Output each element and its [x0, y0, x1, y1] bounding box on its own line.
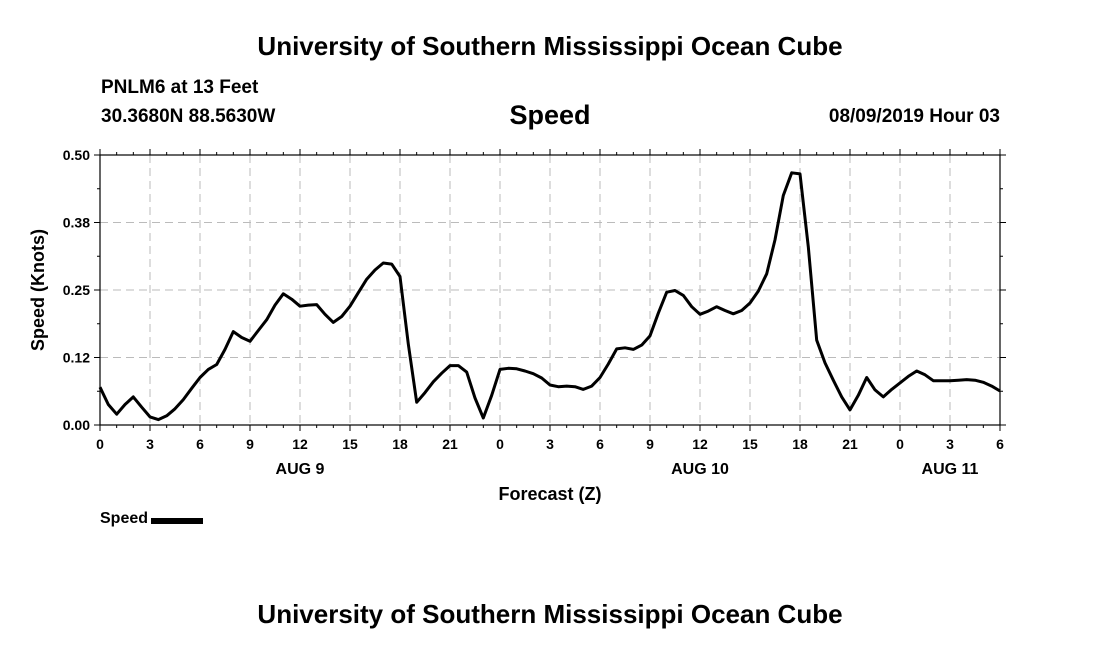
x-tick-label: 6: [596, 436, 604, 452]
x-tick-label: 0: [96, 436, 104, 452]
y-axis-title: Speed (Knots): [28, 229, 48, 351]
legend-swatch: [151, 518, 204, 524]
legend: Speed: [100, 510, 204, 528]
legend-label: Speed: [100, 510, 149, 527]
plot-frame: [99, 154, 1001, 426]
x-tick-label: 18: [392, 436, 408, 452]
station-label: PNLM6 at 13 Feet: [101, 77, 259, 98]
day-label: AUG 10: [671, 461, 729, 478]
x-tick-label: 21: [842, 436, 858, 452]
x-axis-title: Forecast (Z): [498, 484, 601, 504]
x-tick-label: 18: [792, 436, 808, 452]
y-tick-label: 0.25: [63, 282, 90, 298]
speed-series-line: [98, 171, 1001, 422]
x-tick-label: 9: [246, 436, 254, 452]
chart-title: Speed: [509, 100, 591, 130]
coordinates-label: 30.3680N 88.5630W: [101, 106, 276, 127]
x-tick-label: 21: [442, 436, 458, 452]
y-tick-label: 0.50: [63, 147, 90, 163]
x-tick-label: 0: [496, 436, 504, 452]
y-tick-label: 0.12: [63, 350, 90, 366]
x-tick-label: 3: [546, 436, 554, 452]
x-tick-label: 3: [946, 436, 954, 452]
x-tick-label: 15: [342, 436, 358, 452]
x-tick-label: 6: [196, 436, 204, 452]
x-tick-label: 6: [996, 436, 1004, 452]
y-tick-label: 0.00: [63, 417, 90, 433]
forecast-datetime: 08/09/2019 Hour 03: [828, 106, 1000, 127]
day-label: AUG 9: [276, 461, 325, 478]
page-title: University of Southern Mississippi Ocean…: [257, 31, 843, 61]
x-tick-label: 15: [742, 436, 758, 452]
x-tick-label: 9: [646, 436, 654, 452]
y-tick-label: 0.38: [63, 215, 90, 231]
x-tick-label: 0: [896, 436, 904, 452]
day-label: AUG 11: [922, 461, 979, 478]
x-tick-label: 3: [146, 436, 154, 452]
x-tick-label: 12: [292, 436, 308, 452]
x-tick-label: 12: [692, 436, 708, 452]
footer-title: University of Southern Mississippi Ocean…: [257, 599, 843, 629]
